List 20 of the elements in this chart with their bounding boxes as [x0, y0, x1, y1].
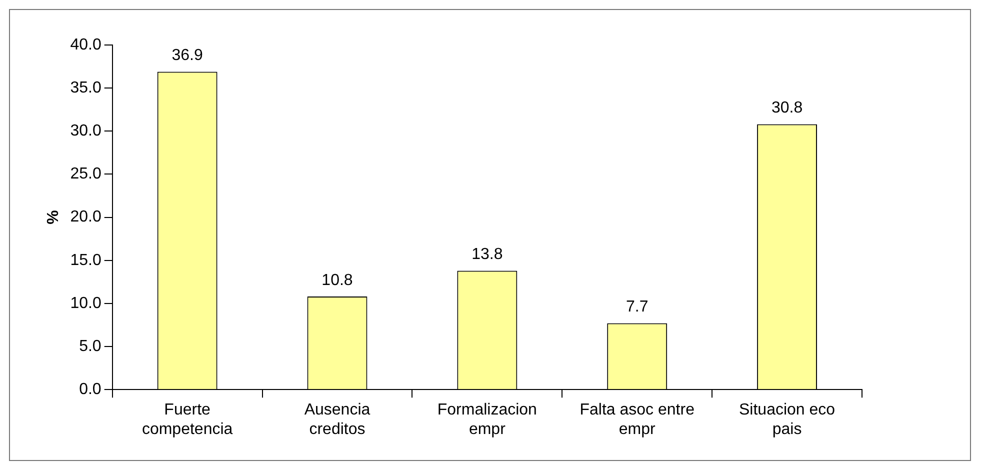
data-label: 30.8	[771, 100, 803, 117]
data-label: 36.9	[172, 47, 203, 64]
x-tick-label: Situacion eco pais	[739, 402, 836, 438]
data-label: 13.8	[472, 246, 503, 264]
x-tick-label: Falta asoc entre empr	[580, 402, 695, 438]
data-label: 10.8	[322, 272, 353, 289]
y-tick-label: 40.0	[70, 36, 102, 54]
x-tick-label: Formalizacion empr	[437, 402, 537, 438]
y-tick-label: 0.0	[79, 381, 102, 398]
y-tick-label: 5.0	[79, 338, 102, 355]
x-tick-label: Fuerte competencia	[142, 402, 233, 438]
y-axis-title: %	[45, 210, 62, 224]
x-tick-label: Ausencia creditos	[304, 402, 370, 438]
data-label: 7.7	[626, 298, 648, 316]
y-tick-label: 30.0	[70, 122, 102, 140]
y-tick-label: 25.0	[70, 166, 102, 183]
y-tick-label: 35.0	[70, 79, 102, 96]
y-tick-label: 15.0	[70, 252, 102, 269]
y-tick-label: 20.0	[70, 208, 102, 226]
y-tick-label: 10.0	[70, 294, 102, 312]
